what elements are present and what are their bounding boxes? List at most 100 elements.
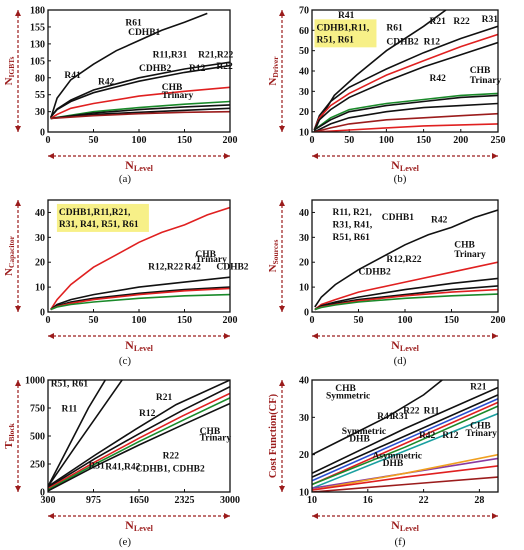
x-tick-label: 100	[379, 135, 394, 146]
y-tick-label: 60	[299, 26, 309, 37]
series-line-unlabeled	[314, 112, 498, 132]
annotation-label: Trinary	[200, 433, 232, 443]
x-tick-label: 2325	[175, 495, 195, 506]
x-axis-label-group: NLevel	[312, 153, 498, 173]
annotation-label: R22	[403, 407, 420, 417]
y-tick-label: 250	[30, 460, 45, 471]
y-tick-label: 55	[35, 90, 45, 101]
annotation-label: R21	[156, 393, 173, 403]
series-line-r31	[313, 25, 498, 131]
panel-e: 300 975 1650 2325 3000 0 250 500 750 1000 R51, R61…	[3, 376, 240, 549]
series-line-r12	[48, 385, 230, 489]
series-line-r41	[49, 12, 208, 119]
y-axis-label-group: TBlock	[3, 380, 21, 492]
x-tick-label: 150	[177, 315, 192, 326]
x-tick-label: 300	[41, 495, 56, 506]
annotation-label: R61	[125, 19, 142, 29]
annotation-label: R12	[424, 38, 441, 48]
annotation-label: R41	[377, 412, 394, 422]
x-tick-label: 200	[223, 315, 238, 326]
annotation-label: DHB	[349, 435, 370, 445]
y-tick-label: 0	[40, 128, 45, 139]
x-tick-label: 10	[307, 495, 317, 506]
series-line-r12	[312, 465, 498, 491]
x-tick-label: 28	[474, 495, 484, 506]
x-tick-label: 200	[223, 135, 238, 146]
y-axis-label: NIGBTs	[3, 56, 16, 85]
annotation-label: CDHB2	[216, 263, 248, 273]
annotation-label: R51, R61	[51, 380, 89, 390]
y-tick-label: 30	[35, 233, 45, 244]
y-tick-label: 0	[40, 308, 45, 319]
panel-label: (e)	[119, 536, 132, 548]
annotation-label: Asymmetric	[372, 451, 422, 461]
series-line-chb-trinary	[314, 293, 498, 311]
panel-label: (b)	[394, 173, 407, 185]
annotation-label: CDHB2	[359, 268, 391, 278]
annotation-label: Symmetric	[342, 427, 386, 437]
panel-label: (a)	[119, 173, 132, 185]
annotation-label: R61	[386, 23, 403, 33]
annotation-label: CHB	[195, 250, 216, 260]
annotation-label: R31	[88, 461, 105, 471]
series-line-r12	[50, 64, 230, 118]
annotation-label: R21,R22	[198, 50, 233, 60]
series-line-chb-trinary	[48, 397, 230, 491]
annotation-label: R42	[419, 431, 436, 441]
annotation-label: R42	[430, 74, 447, 84]
y-axis-label: NSources	[267, 240, 280, 273]
series-line-chb-trinary	[313, 92, 498, 131]
annotation-label: Trinary	[470, 76, 502, 86]
x-axis-label-group: NLevel	[312, 513, 498, 533]
series-line-r21-r22	[313, 41, 498, 131]
y-tick-label: 30	[299, 413, 309, 424]
y-tick-label: 0	[40, 488, 45, 499]
y-tick-label: 1000	[25, 376, 45, 387]
x-tick-label: 150	[177, 135, 192, 146]
series-line-cdhb1	[314, 261, 498, 311]
annotation-label: R31	[392, 412, 409, 422]
x-tick-label: 100	[132, 135, 147, 146]
y-tick-label: 70	[299, 6, 309, 17]
annotation-label: R31, R41,	[332, 220, 372, 230]
x-tick-label: 50	[89, 315, 99, 326]
series-line-r42	[313, 94, 498, 131]
annotation-label: CDHB1, CDHB2	[136, 464, 205, 474]
x-tick-label: 975	[86, 495, 101, 506]
x-tick-label: 150	[444, 315, 459, 326]
series-line-r61	[313, 33, 498, 131]
annotation-label: R11	[424, 407, 440, 417]
series-line-r12	[313, 102, 498, 132]
plot-frame	[47, 9, 231, 133]
series-line-cdhb1-cdhb2	[48, 402, 230, 492]
annotation-label: CDHB2	[386, 38, 418, 48]
y-tick-label: 10	[299, 128, 309, 139]
series-line-r41	[312, 405, 498, 486]
y-axis-label-group: NSources	[267, 200, 285, 312]
x-axis-label-group: NLevel	[48, 153, 230, 173]
y-tick-label: 50	[299, 46, 309, 57]
annotation-label: R31	[482, 15, 499, 25]
x-tick-label: 22	[419, 495, 429, 506]
y-tick-label: 30	[35, 107, 45, 118]
series-line-chb-trinary	[312, 476, 498, 492]
y-axis-label: NCapacitor	[3, 235, 16, 276]
x-axis-label: NLevel	[125, 158, 153, 173]
y-tick-label: 180	[30, 6, 45, 17]
series-line-r22	[48, 392, 230, 490]
series-line-r21	[312, 386, 498, 475]
annotation-label: R22	[453, 17, 470, 27]
y-axis-label: Cost Function(CF)	[268, 393, 279, 478]
x-axis-label: NLevel	[391, 158, 419, 173]
y-tick-label: 10	[299, 488, 309, 499]
series-group	[49, 12, 230, 120]
panel-label: (d)	[394, 355, 407, 367]
x-axis-label: NLevel	[125, 338, 153, 353]
y-tick-label: 40	[299, 376, 309, 387]
y-tick-label: 30	[299, 233, 309, 244]
series-line-r22	[312, 394, 498, 478]
annotation-label: R51, R61	[332, 233, 370, 243]
y-tick-label: 130	[30, 39, 45, 50]
series-line-r51-r61	[48, 380, 106, 487]
